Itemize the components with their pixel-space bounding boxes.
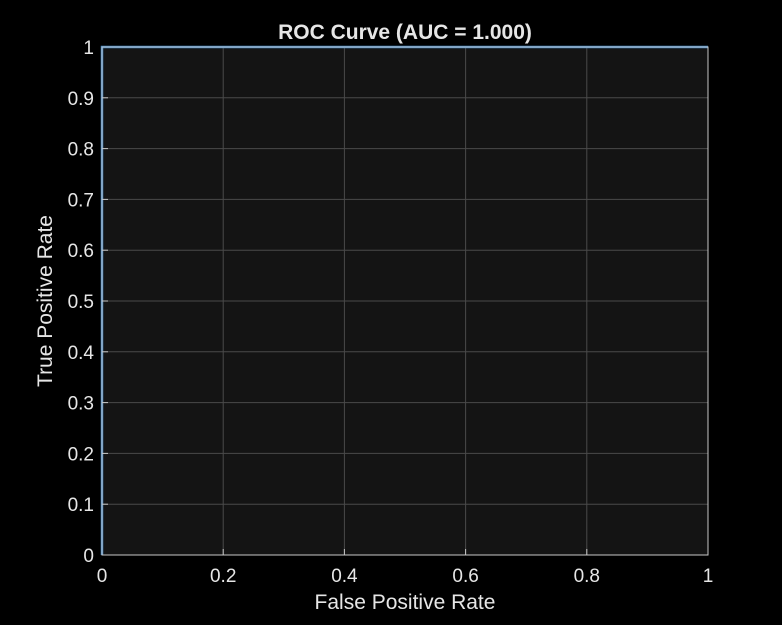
x-tick-label: 0.4 bbox=[331, 566, 358, 587]
axis-ticks: 0 0.2 0.4 0.6 0.8 1 0 0.1 0.2 0.3 0.4 0.5 0.6 0.7 0.8 0… bbox=[68, 38, 714, 587]
x-tick-label: 0.2 bbox=[210, 566, 236, 587]
y-tick-label: 0.9 bbox=[68, 89, 94, 110]
x-axis-title: False Positive Rate bbox=[315, 591, 496, 614]
y-axis-title: True Positive Rate bbox=[34, 215, 57, 387]
x-tick-label: 0.6 bbox=[452, 566, 478, 587]
x-tick-label: 0.8 bbox=[574, 566, 600, 587]
x-tick-label: 0 bbox=[97, 566, 108, 587]
y-tick-label: 0.5 bbox=[68, 292, 94, 313]
chart-title: ROC Curve (AUC = 1.000) bbox=[278, 21, 532, 44]
y-tick-label: 0.1 bbox=[68, 495, 94, 516]
y-tick-label: 0.4 bbox=[68, 343, 95, 364]
x-tick-label: 1 bbox=[703, 566, 714, 587]
y-tick-label: 0.7 bbox=[68, 190, 94, 211]
y-tick-label: 0.2 bbox=[68, 444, 94, 465]
y-tick-label: 0.6 bbox=[68, 241, 94, 262]
y-tick-label: 0.3 bbox=[68, 394, 94, 415]
y-tick-label: 0 bbox=[83, 546, 94, 567]
y-tick-label: 0.8 bbox=[68, 140, 94, 161]
y-tick-label: 1 bbox=[83, 38, 94, 59]
